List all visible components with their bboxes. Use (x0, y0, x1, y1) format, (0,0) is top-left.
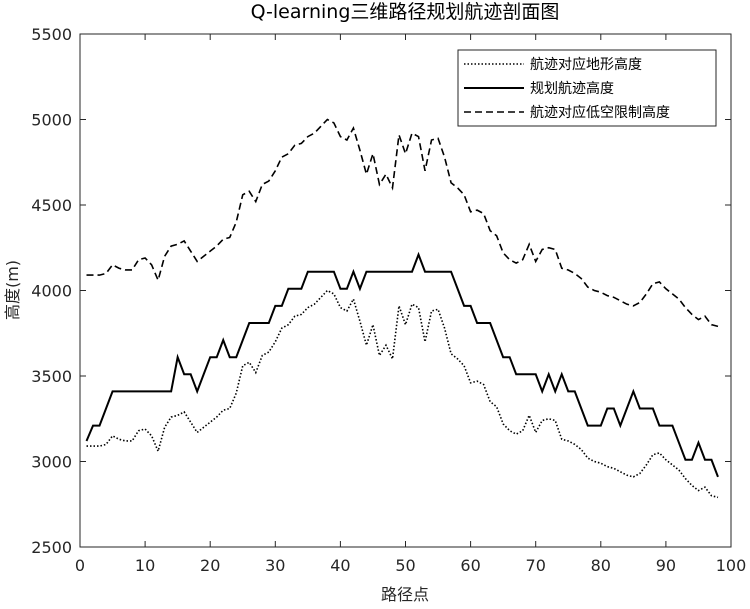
x-tick-label: 90 (656, 556, 676, 575)
x-tick-label: 10 (135, 556, 155, 575)
legend-label: 规划航迹高度 (530, 80, 614, 97)
chart-title: Q-learning三维路径规划航迹剖面图 (251, 1, 560, 23)
x-tick-label: 100 (716, 556, 747, 575)
x-tick-label: 50 (395, 556, 415, 575)
y-tick-label: 3000 (31, 453, 72, 472)
x-tick-label: 70 (526, 556, 546, 575)
x-tick-label: 20 (200, 556, 220, 575)
y-tick-label: 5000 (31, 111, 72, 130)
legend-label: 航迹对应地形高度 (530, 56, 642, 73)
legend-label: 航迹对应低空限制高度 (530, 104, 670, 121)
series-line (86, 289, 719, 499)
y-axis-label: 高度(m) (3, 260, 22, 320)
y-tick-label: 4500 (31, 196, 72, 215)
y-tick-label: 5500 (31, 25, 72, 44)
y-tick-label: 3500 (31, 367, 72, 386)
y-tick-label: 2500 (31, 538, 72, 557)
x-axis-label: 路径点 (381, 585, 429, 604)
x-tick-label: 40 (330, 556, 350, 575)
x-tick-label: 60 (460, 556, 480, 575)
x-tick-label: 80 (591, 556, 611, 575)
x-tick-label: 0 (75, 556, 85, 575)
x-tick-label: 30 (265, 556, 285, 575)
y-tick-label: 4000 (31, 282, 72, 301)
series-line (85, 251, 719, 478)
